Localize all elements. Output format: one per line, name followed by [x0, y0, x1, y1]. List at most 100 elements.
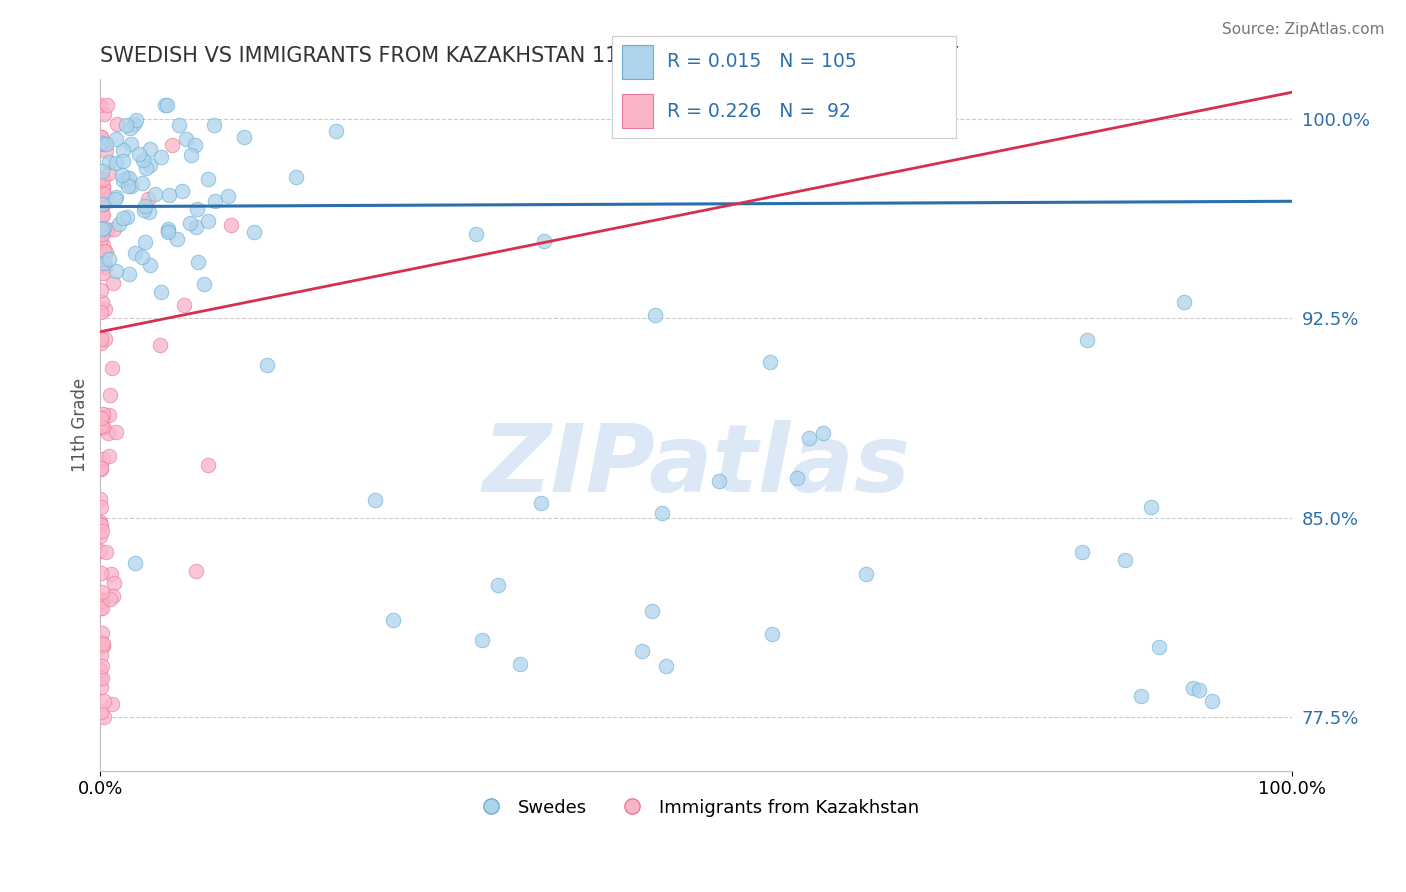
Point	[91, 237, 114, 252]
Point	[120, 179, 142, 194]
Point	[186, 202, 208, 216]
Point	[125, 112, 148, 127]
Point	[90, 305, 112, 319]
Point	[91, 407, 114, 421]
Point	[93, 244, 115, 259]
Point	[174, 132, 197, 146]
Point	[94, 331, 117, 345]
Point	[107, 217, 129, 231]
Point	[91, 222, 114, 236]
Point	[533, 234, 555, 248]
Point	[91, 136, 114, 151]
Point	[530, 496, 553, 510]
Point	[90, 648, 112, 662]
Point	[89, 600, 111, 615]
Point	[90, 635, 112, 649]
Point	[166, 232, 188, 246]
Point	[91, 419, 114, 434]
Point	[90, 461, 112, 475]
Point	[197, 214, 219, 228]
Point	[761, 627, 783, 641]
Point	[157, 222, 180, 236]
Point	[654, 658, 676, 673]
Point	[90, 680, 112, 694]
Point	[381, 613, 404, 627]
Bar	[621, 45, 652, 78]
Point	[217, 188, 239, 202]
Point	[155, 98, 177, 112]
Text: R = 0.015   N = 105: R = 0.015 N = 105	[666, 53, 856, 71]
Point	[464, 227, 486, 241]
Point	[1147, 640, 1170, 655]
Point	[91, 409, 114, 424]
Point	[117, 171, 139, 186]
Point	[93, 195, 115, 210]
Point	[98, 450, 121, 464]
Point	[90, 418, 112, 433]
Point	[204, 119, 226, 133]
Point	[149, 338, 172, 352]
Point	[89, 670, 111, 684]
Point	[651, 506, 673, 520]
Point	[91, 625, 114, 640]
Point	[160, 138, 183, 153]
Point	[93, 107, 115, 121]
Point	[105, 132, 128, 146]
Point	[89, 491, 111, 506]
Point	[104, 155, 127, 169]
Point	[90, 410, 112, 425]
Point	[641, 604, 664, 618]
Point	[105, 117, 128, 131]
Point	[1182, 681, 1205, 696]
Point	[197, 458, 219, 472]
Point	[136, 192, 159, 206]
Point	[115, 210, 138, 224]
Point	[90, 130, 112, 145]
Bar	[621, 95, 652, 128]
Point	[139, 258, 162, 272]
Point	[90, 207, 112, 221]
Point	[132, 153, 155, 167]
Point	[93, 179, 115, 194]
Point	[93, 256, 115, 270]
Point	[90, 593, 112, 607]
Point	[135, 161, 157, 176]
Point	[91, 179, 114, 194]
Point	[172, 184, 194, 198]
Point	[91, 197, 114, 211]
Point	[221, 219, 243, 233]
Point	[96, 192, 118, 206]
Point	[1187, 682, 1209, 697]
Point	[364, 493, 387, 508]
Point	[90, 164, 112, 178]
Point	[93, 221, 115, 235]
Point	[103, 575, 125, 590]
Point	[93, 187, 115, 202]
Point	[1070, 544, 1092, 558]
Point	[180, 148, 202, 162]
Point	[122, 118, 145, 132]
Point	[90, 336, 112, 351]
Point	[786, 471, 808, 485]
Point	[855, 567, 877, 582]
Point	[139, 142, 162, 156]
Point	[179, 216, 201, 230]
Point	[187, 254, 209, 268]
Point	[256, 358, 278, 372]
Text: R = 0.226   N =  92: R = 0.226 N = 92	[666, 102, 851, 120]
Point	[90, 283, 112, 297]
Point	[325, 124, 347, 138]
Point	[799, 432, 821, 446]
Point	[759, 355, 782, 369]
Point	[89, 543, 111, 558]
Point	[124, 245, 146, 260]
Point	[143, 186, 166, 201]
Point	[98, 166, 121, 180]
Point	[89, 528, 111, 542]
Point	[138, 205, 160, 219]
Point	[96, 98, 118, 112]
Point	[94, 244, 117, 259]
Point	[90, 130, 112, 145]
Point	[471, 632, 494, 647]
Point	[118, 267, 141, 281]
